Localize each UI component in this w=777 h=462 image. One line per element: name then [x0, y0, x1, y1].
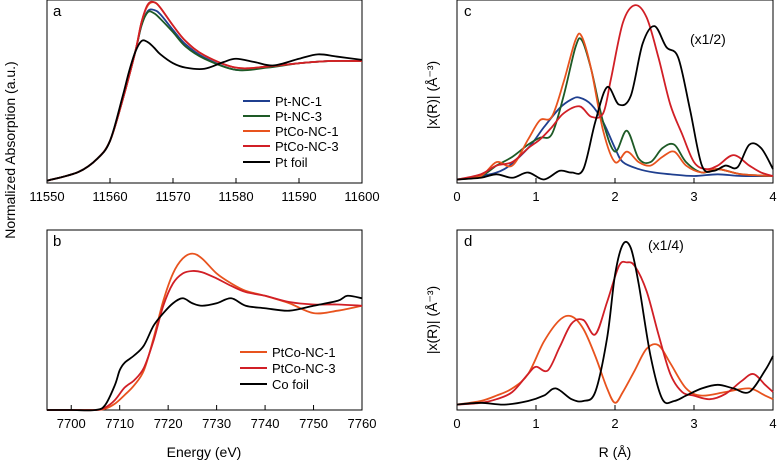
panel-c-label: c	[464, 3, 472, 20]
xtick-label-d: 4	[769, 416, 776, 431]
xtick-label-a: 11580	[218, 189, 253, 204]
panel-a-frame	[46, 0, 363, 184]
legend-text-ptco-nc-1-b: PtCo-NC-1	[272, 345, 336, 360]
panel-b-lines	[47, 252, 363, 412]
xtick-label-b: 7750	[299, 416, 328, 431]
panel-c-ylabel: |x(R)| (Å⁻³)	[424, 61, 440, 129]
panel-d-frame	[456, 229, 774, 411]
xtick-label-a: 11570	[155, 189, 190, 204]
xtick-label-b: 7740	[251, 416, 280, 431]
legend-text-co-foil: Co foil	[272, 377, 309, 392]
xtick-label-d: 3	[690, 416, 697, 431]
panel-a-label: a	[53, 3, 62, 20]
xtick-label-b: 7700	[57, 416, 86, 431]
series-line-b-co-foil	[47, 294, 363, 412]
panel-c-annotation: (x1/2)	[690, 31, 726, 47]
panel-d: d |x(R)| (Å⁻³) (x1/4) 0 1 2 3 4 R (Å)	[424, 229, 777, 460]
panel-d-ylabel: |x(R)| (Å⁻³)	[424, 286, 440, 354]
panel-a-ticks: 11550 11560 11570 11580 11590 11600	[29, 178, 380, 204]
xtick-label-a: 11600	[344, 189, 379, 204]
xtick-label-d: 2	[611, 416, 618, 431]
xtick-label-d: 1	[532, 416, 539, 431]
xtick-label-c: 0	[453, 189, 460, 204]
panel-b-label: b	[53, 233, 61, 250]
panel-a-legend: Pt-NC-1 Pt-NC-3 PtCo-NC-1 PtCo-NC-3 Pt f…	[243, 94, 339, 170]
xtick-label-a: 11590	[281, 189, 316, 204]
xtick-label-b: 7710	[105, 416, 134, 431]
legend-text-pt-nc-1: Pt-NC-1	[275, 94, 322, 109]
legend-text-pt-foil: Pt foil	[275, 155, 308, 170]
legend-text-ptco-nc-1: PtCo-NC-1	[275, 124, 339, 139]
xtick-label-a: 11560	[92, 189, 127, 204]
series-line-c-pt-foil	[456, 25, 774, 181]
legend-text-ptco-nc-3: PtCo-NC-3	[275, 139, 339, 154]
legend-text-ptco-nc-3-b: PtCo-NC-3	[272, 361, 336, 376]
series-line-c-ptco-nc-3	[456, 4, 774, 181]
series-line-b-ptco-nc-3	[47, 270, 363, 412]
panel-a: a 11550 11560 11570 11580 11590 11600 Pt-NC-1…	[29, 0, 380, 204]
series-line-d-ptco-nc-3	[456, 260, 774, 406]
xtick-label-a: 11550	[29, 189, 64, 204]
xtick-label-d: 0	[453, 416, 460, 431]
xtick-label-b: 7720	[154, 416, 183, 431]
xtick-label-b: 7730	[202, 416, 231, 431]
series-line-d-co-foil	[456, 240, 774, 406]
series-line-b-ptco-nc-1	[47, 252, 363, 411]
panel-d-xlabel: R (Å)	[599, 444, 632, 460]
panel-c: c |x(R)| (Å⁻³) (x1/2) 0 1 2 3 4	[424, 0, 777, 204]
xtick-label-c: 4	[769, 189, 776, 204]
panel-b-frame	[46, 229, 363, 411]
series-line-c-ptco-nc-1	[456, 32, 774, 181]
panel-d-ticks: 0 1 2 3 4	[453, 405, 777, 431]
xtick-label-c: 2	[611, 189, 618, 204]
panel-b-ticks: 7700 7710 7720 7730 7740 7750 7760	[57, 405, 377, 431]
shared-ylabel: Normalized Absorption (a.u.)	[2, 61, 18, 238]
xtick-label-c: 1	[532, 189, 539, 204]
series-line-d-ptco-nc-1	[456, 314, 774, 406]
panel-b-legend: PtCo-NC-1 PtCo-NC-3 Co foil	[240, 345, 336, 392]
xtick-label-b: 7760	[348, 416, 377, 431]
series-line-c-pt-nc-1	[456, 96, 774, 181]
panel-c-frame	[456, 0, 774, 184]
legend-text-pt-nc-3: Pt-NC-3	[275, 109, 322, 124]
panel-c-ticks: 0 1 2 3 4	[453, 178, 777, 204]
xtick-label-c: 3	[690, 189, 697, 204]
panel-c-lines	[456, 4, 774, 181]
panel-d-annotation: (x1/4)	[648, 237, 684, 253]
panel-a-lines	[46, 0, 363, 182]
panel-d-label: d	[464, 233, 472, 250]
panel-b-xlabel: Energy (eV)	[167, 444, 242, 460]
panel-b: b 7700 7710 7720 7730 7740 7750 7760 PtCo-NC-1…	[46, 229, 377, 460]
series-line-a-pt-foil	[46, 39, 363, 182]
panel-d-lines	[456, 240, 774, 406]
